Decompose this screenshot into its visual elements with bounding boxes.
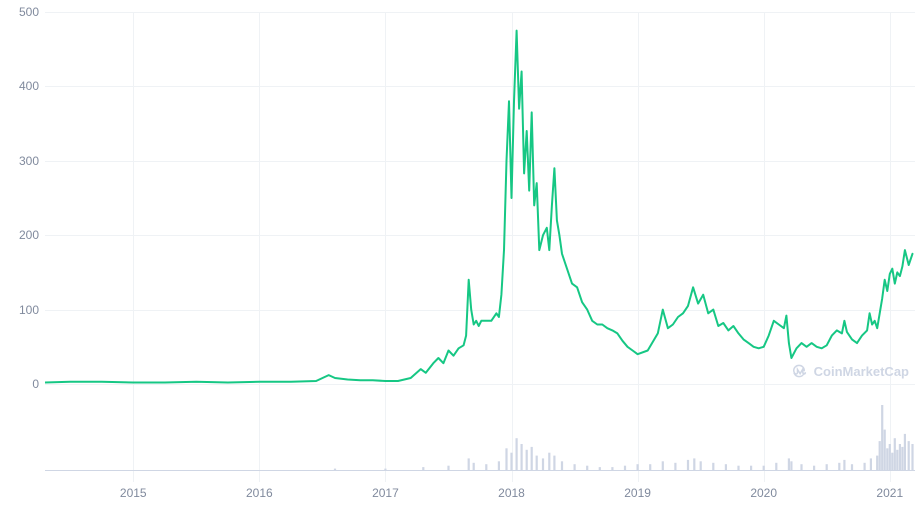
volume-bar — [881, 405, 883, 470]
volume-bars-svg — [45, 400, 915, 470]
volume-bar — [775, 463, 777, 470]
volume-bar — [468, 458, 470, 470]
volume-bar — [553, 456, 555, 470]
volume-bar — [899, 444, 901, 470]
watermark: CoinMarketCap — [790, 362, 909, 380]
y-tick-label: 500 — [19, 5, 39, 19]
coinmarketcap-logo-icon — [790, 362, 808, 380]
volume-bar — [536, 456, 538, 470]
volume-bar — [904, 434, 906, 470]
volume-baseline — [45, 470, 915, 471]
volume-bar — [521, 444, 523, 470]
y-tick-label: 0 — [32, 377, 39, 391]
volume-bar — [662, 461, 664, 470]
y-tick-label: 400 — [19, 79, 39, 93]
volume-bar — [886, 448, 888, 470]
volume-bar — [788, 458, 790, 470]
volume-bar — [516, 438, 518, 470]
volume-bar — [510, 453, 512, 470]
volume-bar — [838, 463, 840, 470]
volume-bar — [505, 448, 507, 470]
volume-bar — [843, 460, 845, 470]
volume-bar — [870, 458, 872, 470]
x-tick-label: 2016 — [246, 486, 273, 500]
volume-bar — [901, 447, 903, 470]
volume-bar — [674, 463, 676, 470]
volume-bar — [473, 463, 475, 470]
x-tick-label: 2020 — [750, 486, 777, 500]
volume-bar — [889, 444, 891, 470]
volume-bar — [911, 444, 913, 470]
x-tick-label: 2021 — [876, 486, 903, 500]
x-tick-label: 2015 — [120, 486, 147, 500]
volume-bar — [687, 460, 689, 470]
y-tick-label: 100 — [19, 303, 39, 317]
volume-bar — [908, 441, 910, 470]
volume-bar — [561, 461, 563, 470]
volume-bar — [790, 461, 792, 470]
price-plot-area — [45, 12, 915, 384]
price-chart-container: 0 100 200 300 400 500 2015 2016 2017 2018 2019 202… — [0, 0, 923, 506]
volume-bar — [693, 458, 695, 470]
price-line — [45, 31, 913, 383]
volume-bar — [876, 456, 878, 470]
x-tick-label: 2017 — [372, 486, 399, 500]
y-tick-label: 200 — [19, 228, 39, 242]
volume-bar — [864, 463, 866, 470]
volume-bar — [498, 461, 500, 470]
volume-bar — [542, 458, 544, 470]
watermark-text: CoinMarketCap — [814, 364, 909, 379]
y-gridline — [45, 384, 915, 385]
volume-bar — [548, 453, 550, 470]
volume-bar — [700, 461, 702, 470]
price-line-svg — [45, 12, 915, 384]
volume-bar — [896, 450, 898, 470]
volume-bar — [526, 450, 528, 470]
volume-bar — [712, 463, 714, 470]
volume-bar — [879, 441, 881, 470]
x-tick-label: 2018 — [498, 486, 525, 500]
volume-bar — [531, 447, 533, 470]
volume-bar — [894, 438, 896, 470]
volume-plot-area — [45, 400, 915, 470]
volume-bar — [884, 430, 886, 470]
volume-bar — [891, 453, 893, 470]
x-tick-label: 2019 — [624, 486, 651, 500]
y-tick-label: 300 — [19, 154, 39, 168]
